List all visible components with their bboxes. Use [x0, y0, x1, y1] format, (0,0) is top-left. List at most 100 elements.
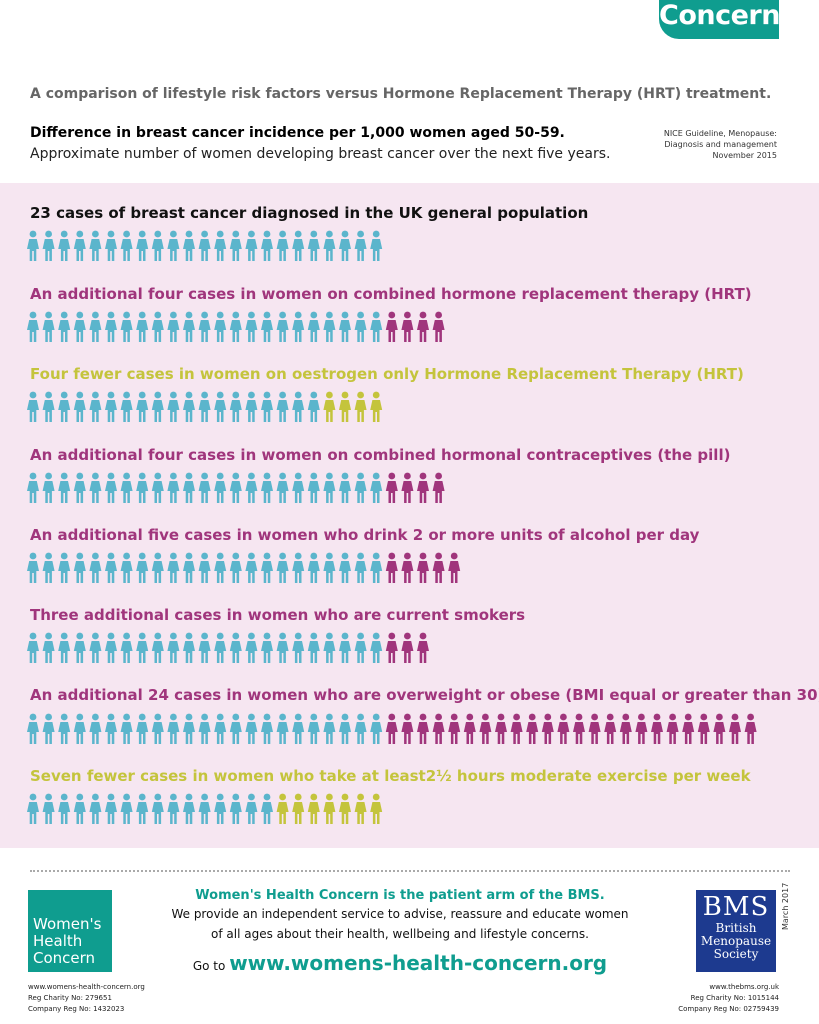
person-icon	[105, 472, 117, 503]
person-icon	[276, 552, 289, 583]
person-icon	[27, 793, 39, 824]
pictogram-row	[27, 552, 461, 583]
person-icon	[151, 632, 164, 663]
whc-logo-line: Health	[33, 932, 83, 950]
row-label: Four fewer cases in women on oestrogen o…	[30, 365, 744, 383]
person-icon	[214, 472, 227, 503]
contact-line: Company Reg No: 02759439	[678, 1005, 779, 1013]
person-icon	[229, 552, 242, 583]
person-icon	[183, 713, 195, 744]
person-icon	[89, 632, 102, 663]
person-icon	[370, 472, 383, 503]
person-icon	[136, 793, 149, 824]
person-icon	[323, 311, 336, 342]
footer-tagline: Women's Health Concern is the patient ar…	[195, 888, 605, 903]
person-icon	[354, 311, 367, 342]
person-icon	[510, 713, 523, 744]
person-icon	[245, 472, 258, 503]
person-icon	[58, 472, 71, 503]
person-icon	[42, 230, 55, 261]
person-icon	[432, 713, 445, 744]
person-icon	[729, 713, 741, 744]
person-icon	[385, 311, 398, 342]
person-icon	[261, 230, 273, 261]
source-line: NICE Guideline, Menopause:	[663, 129, 777, 138]
person-icon	[292, 230, 305, 261]
person-icon	[27, 713, 39, 744]
person-icon	[573, 713, 585, 744]
person-icon	[261, 391, 273, 422]
person-icon	[73, 391, 86, 422]
person-icon	[276, 472, 289, 503]
person-icon	[370, 230, 383, 261]
person-icon	[27, 632, 39, 663]
person-icon	[120, 230, 133, 261]
person-icon	[276, 391, 289, 422]
person-icon	[214, 391, 227, 422]
date-label: March 2017	[781, 882, 790, 930]
person-icon	[120, 311, 133, 342]
person-icon	[229, 713, 242, 744]
person-icon	[370, 552, 383, 583]
person-icon	[120, 632, 133, 663]
person-icon	[214, 230, 227, 261]
person-icon	[697, 713, 710, 744]
person-icon	[89, 552, 102, 583]
person-icon	[339, 311, 351, 342]
pictogram-row	[27, 632, 429, 663]
person-icon	[261, 472, 273, 503]
person-icon	[448, 713, 461, 744]
person-icon	[198, 230, 211, 261]
person-icon	[136, 713, 149, 744]
website-link[interactable]: www.womens-health-concern.org	[229, 951, 608, 975]
person-icon	[339, 632, 351, 663]
person-icon	[89, 472, 102, 503]
person-icon	[214, 632, 227, 663]
contact-line: Reg Charity No: 279651	[28, 994, 112, 1002]
person-icon	[120, 713, 133, 744]
person-icon	[167, 472, 180, 503]
person-icon	[73, 793, 86, 824]
bms-logo-line: Society	[713, 947, 759, 961]
person-icon	[339, 230, 351, 261]
person-icon	[198, 793, 211, 824]
person-icon	[214, 552, 227, 583]
person-icon	[27, 230, 39, 261]
person-icon	[198, 552, 211, 583]
person-icon	[432, 472, 445, 503]
person-icon	[58, 230, 71, 261]
person-icon	[136, 311, 149, 342]
person-icon	[105, 391, 117, 422]
person-icon	[339, 391, 351, 422]
chart-subtitle: Approximate number of women developing b…	[30, 146, 611, 162]
person-icon	[229, 311, 242, 342]
footer-info: Women's Health Concern is the patient ar…	[150, 888, 650, 975]
person-icon	[229, 391, 242, 422]
person-icon	[276, 632, 289, 663]
person-icon	[89, 311, 102, 342]
person-icon	[370, 391, 383, 422]
person-icon	[385, 632, 398, 663]
person-icon	[651, 713, 663, 744]
person-icon	[167, 230, 180, 261]
source-line: Diagnosis and management	[664, 140, 777, 149]
contact-line: Company Reg No: 1432023	[28, 1005, 125, 1013]
person-icon	[417, 632, 429, 663]
person-icon	[526, 713, 539, 744]
person-icon	[214, 713, 227, 744]
person-icon	[261, 311, 273, 342]
person-icon	[261, 793, 273, 824]
person-icon	[151, 793, 164, 824]
person-icon	[73, 472, 86, 503]
footer-text: We provide an independent service to adv…	[171, 907, 629, 921]
person-icon	[370, 713, 383, 744]
person-icon	[354, 632, 367, 663]
person-icon	[151, 311, 164, 342]
top-logo-text: Concern	[659, 0, 779, 31]
person-icon	[229, 632, 242, 663]
person-icon	[323, 230, 336, 261]
person-icon	[229, 793, 242, 824]
row-label: An additional five cases in women who dr…	[30, 526, 700, 544]
person-icon	[261, 713, 273, 744]
person-icon	[292, 632, 305, 663]
